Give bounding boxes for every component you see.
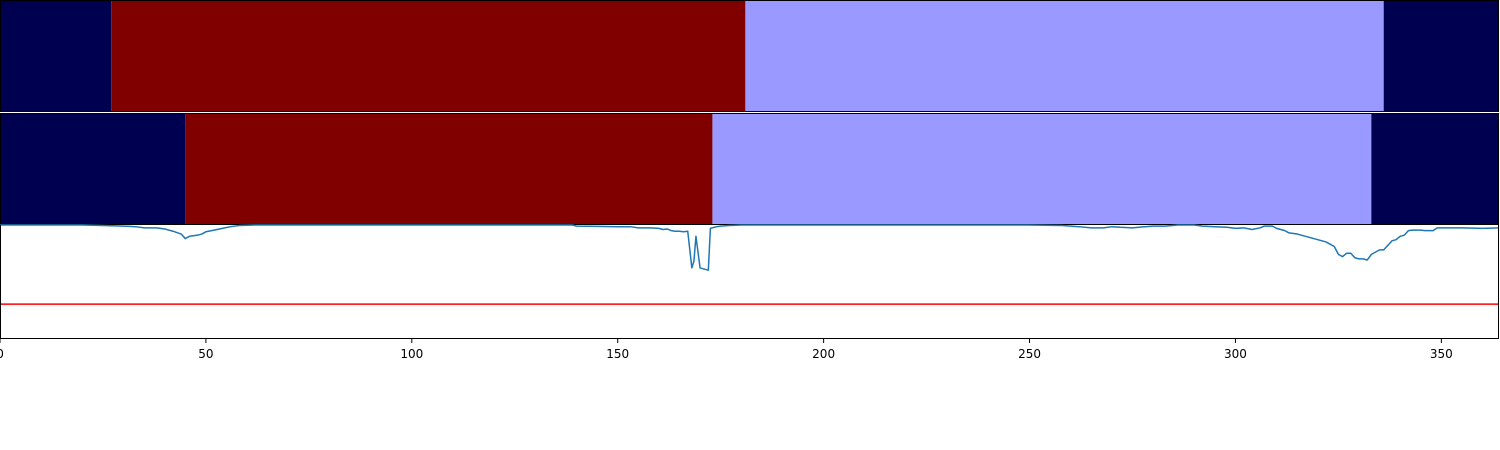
segment-state-c [712, 113, 1372, 225]
x-tick-label: 200 [812, 347, 835, 361]
state-row-2 [0, 113, 1499, 225]
row-frame [0, 0, 1499, 112]
segment-state-b [111, 0, 746, 112]
x-tick-label: 300 [1224, 347, 1247, 361]
signal-background [0, 225, 1499, 338]
signal-line [0, 224, 1500, 271]
segment-state-b [185, 113, 713, 225]
signal-panel [0, 224, 1500, 338]
segment-state-a [0, 113, 186, 225]
segment-state-a [1383, 0, 1499, 112]
x-tick-label: 100 [400, 347, 423, 361]
x-tick-label: 50 [198, 347, 213, 361]
x-tick-label: 0 [0, 347, 4, 361]
segment-state-a [0, 0, 112, 112]
state-row-1 [0, 0, 1499, 112]
x-tick-label: 150 [606, 347, 629, 361]
segment-state-c [745, 0, 1384, 112]
state-rows [0, 0, 1499, 225]
x-axis: 0 50 100 150 200 250 300 350 [0, 338, 1499, 361]
segment-state-a [1371, 113, 1499, 225]
x-tick-label: 350 [1430, 347, 1453, 361]
x-tick-label: 250 [1018, 347, 1041, 361]
